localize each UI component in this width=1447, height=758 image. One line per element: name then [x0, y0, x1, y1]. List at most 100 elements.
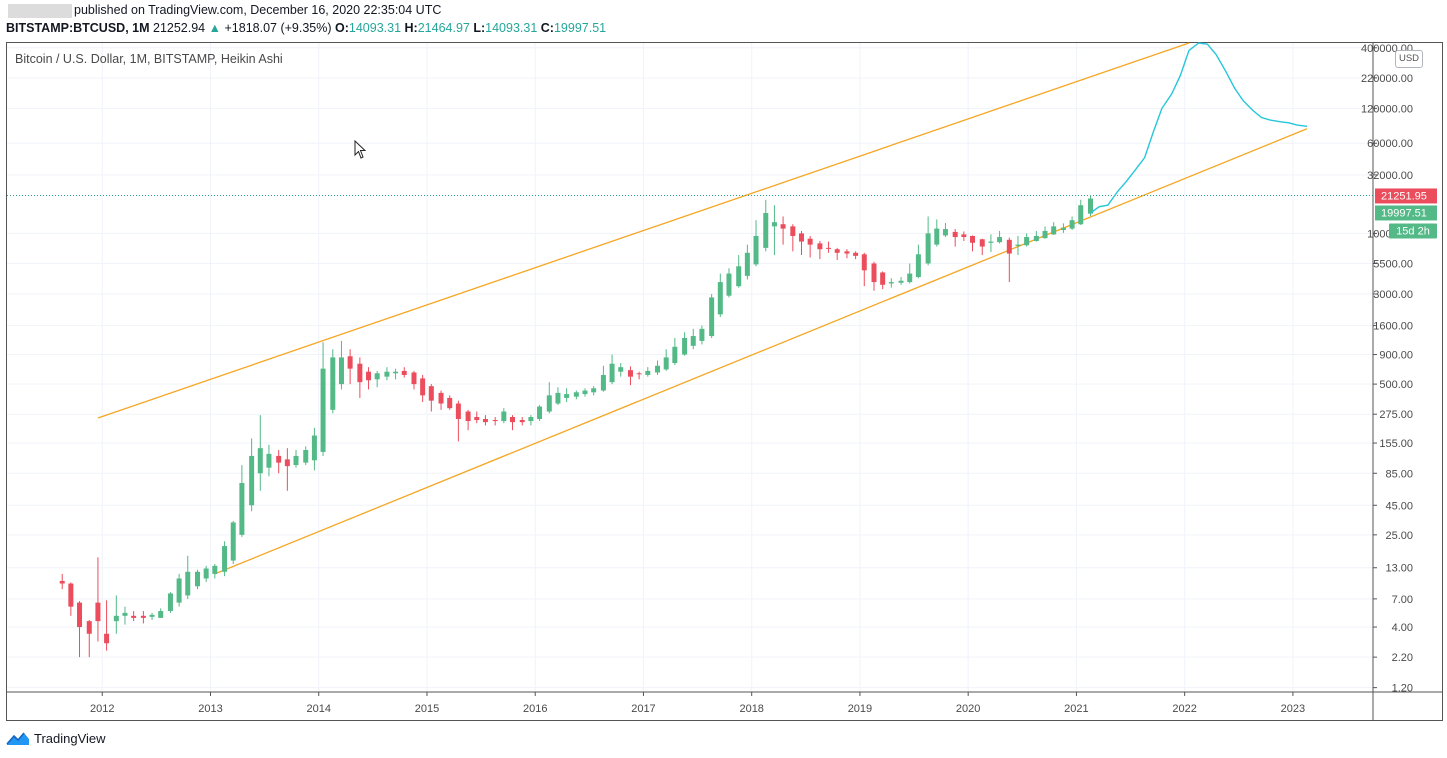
price-tick-label: 1600.00	[1373, 321, 1413, 333]
candle-body	[1069, 220, 1075, 229]
candle-body	[68, 583, 74, 607]
candle-body	[492, 420, 498, 422]
countdown-badge-bg	[1389, 223, 1437, 239]
chart-legend-title: Bitcoin / U.S. Dollar, 1M, BITSTAMP, Hei…	[15, 52, 283, 66]
price-tick-label: 120000.00	[1361, 103, 1413, 115]
candle-body	[222, 546, 228, 572]
close-value: 19997.51	[553, 21, 607, 35]
candle-body	[384, 371, 390, 377]
candle-body	[428, 386, 434, 401]
candle-body	[663, 357, 669, 370]
price-tick-label: 275.00	[1379, 409, 1413, 421]
candle-body	[763, 212, 769, 248]
candle-body	[591, 388, 597, 393]
candle-body	[952, 231, 958, 238]
price-tick-label: 32000.00	[1367, 170, 1413, 182]
price-tick-label: 85.00	[1385, 468, 1413, 480]
published-notice: published on TradingView.com, December 1…	[74, 3, 442, 17]
candle-body	[934, 228, 940, 245]
high-value: 21464.97	[417, 21, 470, 35]
price-tick-label: 3000.00	[1373, 289, 1413, 301]
open-value: 14093.31	[348, 21, 402, 35]
candle-body	[411, 372, 417, 385]
low-value: 14093.31	[485, 21, 538, 35]
time-tick-label: 2015	[415, 703, 439, 715]
time-tick-label: 2017	[631, 703, 655, 715]
candle-body	[338, 357, 344, 385]
price-tick-label: 4.00	[1392, 622, 1413, 634]
candle-body	[573, 392, 579, 397]
candle-body	[898, 280, 904, 283]
price-tick-label: 900.00	[1379, 350, 1413, 362]
time-tick-label: 2013	[198, 703, 222, 715]
candle-body	[753, 235, 759, 265]
candle-body	[988, 241, 994, 243]
mouse-cursor-icon	[354, 140, 367, 159]
candle-body	[780, 224, 786, 229]
channel-upper-line	[97, 42, 1190, 419]
price-tick-label: 220000.00	[1361, 73, 1413, 85]
candle-body	[519, 420, 525, 423]
open-label: O:	[335, 21, 349, 35]
candle-body	[230, 522, 236, 561]
candle-body	[817, 243, 823, 250]
candle-body	[925, 233, 931, 264]
time-axis: 2012 2013 2014 2015 2016 2017 2018 2019 2020 2021…	[7, 691, 1443, 715]
candle-body	[185, 571, 191, 596]
candle-body	[122, 612, 128, 616]
price-tick-label: 500.00	[1379, 379, 1413, 391]
price-tick-label: 7.00	[1392, 594, 1413, 606]
price-badges: 21251.95 19997.51 15d 2h	[1375, 188, 1437, 239]
candle-body	[95, 602, 101, 622]
candle-body	[455, 403, 461, 419]
close-price-badge: 19997.51	[1381, 207, 1427, 219]
candle-body	[447, 397, 453, 409]
candle-body	[627, 370, 633, 377]
low-label: L:	[473, 21, 486, 35]
candle-body	[347, 356, 353, 369]
candle-body	[474, 417, 480, 421]
candle-body	[176, 578, 182, 603]
current-price-badge: 21251.95	[1381, 190, 1427, 202]
candle-body	[293, 455, 299, 466]
candle-body	[465, 411, 471, 422]
candle-body	[546, 395, 552, 412]
candle-body	[401, 370, 407, 375]
change-up-icon: ▲	[208, 21, 221, 35]
candle-body	[1015, 244, 1021, 246]
tradingview-brand[interactable]: TradingView	[34, 731, 106, 746]
candle-body	[826, 247, 832, 249]
grid-lines	[7, 43, 1373, 692]
candle-body	[212, 565, 218, 574]
candle-body	[195, 571, 201, 587]
time-tick-label: 2018	[739, 703, 763, 715]
candle-body	[834, 249, 840, 253]
candle-body	[888, 282, 894, 284]
price-tick-label: 25.00	[1385, 530, 1413, 542]
price-tick-label: 13.00	[1385, 563, 1413, 575]
tradingview-logo-icon[interactable]	[6, 731, 30, 747]
projection-curve	[1090, 42, 1308, 214]
candle-body	[636, 373, 642, 375]
candle-body	[330, 357, 336, 410]
last-price: 21252.94	[153, 21, 206, 35]
candle-body	[699, 328, 705, 341]
candle-body	[790, 226, 796, 236]
candle-body	[501, 411, 507, 422]
chart-frame[interactable]	[6, 42, 1443, 721]
candle-body	[672, 346, 678, 364]
candle-body	[1078, 205, 1084, 225]
currency-button[interactable]: USD	[1395, 50, 1423, 68]
candle-body	[997, 237, 1003, 243]
candle-body	[438, 392, 444, 404]
candle-body	[284, 459, 290, 467]
candle-body	[140, 615, 146, 618]
candle-body	[871, 263, 877, 283]
candle-body	[104, 633, 110, 644]
candle-body	[528, 417, 534, 422]
candle-body	[798, 233, 804, 242]
candle-body	[618, 367, 624, 372]
time-tick-label: 2019	[848, 703, 872, 715]
price-tick-label: 45.00	[1385, 500, 1413, 512]
